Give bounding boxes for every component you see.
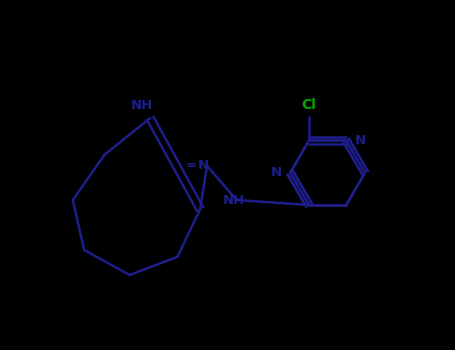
Text: NH: NH [223, 194, 245, 206]
Text: N: N [354, 134, 365, 147]
Text: Cl: Cl [302, 98, 316, 112]
Text: N: N [271, 166, 282, 179]
Text: NH: NH [131, 99, 153, 112]
Text: =: = [186, 159, 197, 173]
Text: N: N [198, 159, 209, 173]
